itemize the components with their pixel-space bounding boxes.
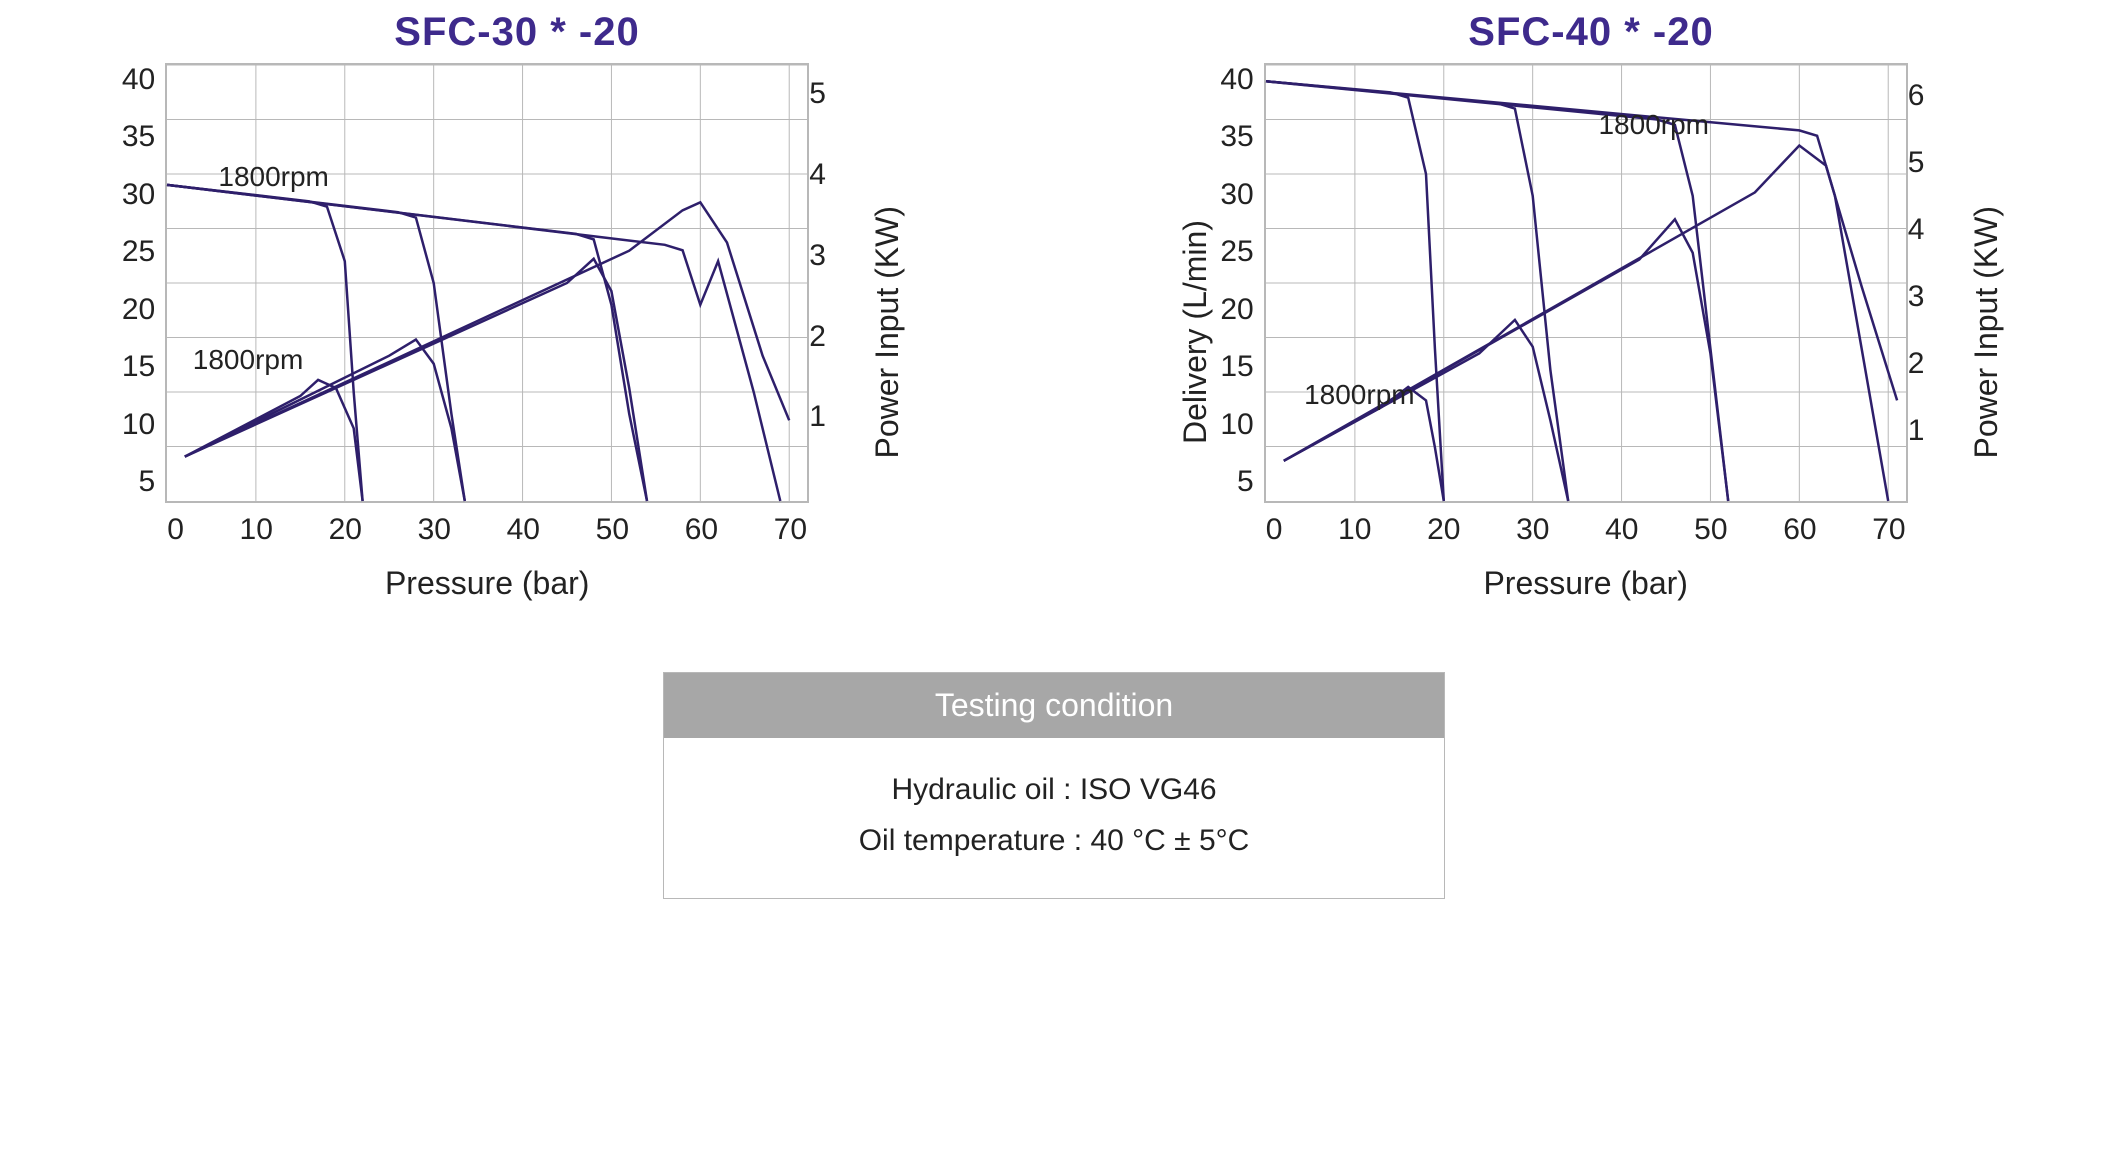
curve xyxy=(167,185,647,501)
y-right-tick: 6 xyxy=(1908,79,1925,113)
x-ticks: 0 10 20 30 40 50 60 70 xyxy=(1266,513,1906,547)
testing-condition-header: Testing condition xyxy=(664,673,1444,738)
x-tick: 40 xyxy=(507,513,540,547)
y-left-tick: 25 xyxy=(1220,235,1253,269)
x-tick: 0 xyxy=(1266,513,1283,547)
x-axis-title: Pressure (bar) xyxy=(385,565,590,602)
y-right-tick: 2 xyxy=(809,320,826,354)
x-tick: 70 xyxy=(774,513,807,547)
curve xyxy=(1266,81,1888,501)
testing-condition-box: Testing condition Hydraulic oil : ISO VG… xyxy=(663,672,1445,899)
y-left-tick: 40 xyxy=(1220,63,1253,97)
x-tick: 20 xyxy=(1427,513,1460,547)
chart-block: SFC-40 * -20Delivery (L/min)403530252015… xyxy=(1114,10,2068,602)
y-right-tick: 1 xyxy=(1908,414,1925,448)
y-left-tick: 20 xyxy=(1220,293,1253,327)
y-left-tick: 30 xyxy=(1220,178,1253,212)
y-left-tick: 40 xyxy=(122,63,155,97)
y-right-tick: 4 xyxy=(809,158,826,192)
y-left-tick: 35 xyxy=(1220,120,1253,154)
chart-title: SFC-30 * -20 xyxy=(394,10,639,55)
curve xyxy=(167,185,780,501)
y-left-tick: 30 xyxy=(122,178,155,212)
plot-area: 1800rpm1800rpm xyxy=(165,63,809,503)
x-tick: 70 xyxy=(1872,513,1905,547)
x-tick: 30 xyxy=(418,513,451,547)
curve xyxy=(167,185,465,501)
x-tick: 60 xyxy=(1783,513,1816,547)
curve xyxy=(1283,219,1727,501)
x-tick: 0 xyxy=(167,513,184,547)
y-left-tick: 5 xyxy=(1237,465,1254,499)
y-left-axis-title: Delivery (L/min) xyxy=(1171,220,1220,444)
x-tick: 40 xyxy=(1605,513,1638,547)
curve xyxy=(1266,81,1568,501)
plot-svg xyxy=(1266,65,1906,501)
x-tick: 50 xyxy=(596,513,629,547)
y-left-tick: 10 xyxy=(122,408,155,442)
curve xyxy=(185,380,363,501)
y-right-axis-title: Power Input (KW) xyxy=(1962,206,2011,459)
curve xyxy=(1283,146,1896,461)
curve xyxy=(1283,320,1567,501)
testing-condition-row: Hydraulic oil : ISO VG46 xyxy=(684,764,1424,815)
testing-condition-body: Hydraulic oil : ISO VG46 Oil temperature… xyxy=(664,738,1444,898)
y-right-tick: 1 xyxy=(809,400,826,434)
chart-block: SFC-30 * -204035302520151051800rpm1800rp… xyxy=(40,10,994,602)
chart-title: SFC-40 * -20 xyxy=(1468,10,1713,55)
charts-row: SFC-30 * -204035302520151051800rpm1800rp… xyxy=(40,10,2068,602)
y-left-tick: 35 xyxy=(122,120,155,154)
x-tick: 10 xyxy=(1338,513,1371,547)
y-left-tick: 10 xyxy=(1220,408,1253,442)
y-right-tick: 5 xyxy=(809,77,826,111)
y-right-tick: 5 xyxy=(1908,146,1925,180)
plot-wrap: 4035302520151051800rpm1800rpm01020304050… xyxy=(122,63,912,602)
curve xyxy=(185,202,789,456)
y-left-ticks: 40 35 30 25 20 15 10 5 xyxy=(122,63,165,499)
y-left-tick: 5 xyxy=(139,465,156,499)
y-left-tick: 25 xyxy=(122,235,155,269)
y-right-tick: 2 xyxy=(1908,347,1925,381)
y-right-axis-title: Power Input (KW) xyxy=(863,206,912,459)
curve xyxy=(167,185,363,501)
curve xyxy=(1266,81,1728,501)
curve xyxy=(185,259,647,501)
y-right-ticks: 6 5 4 3 2 1 xyxy=(1908,63,1962,499)
curve xyxy=(185,340,465,502)
y-right-tick: 3 xyxy=(1908,280,1925,314)
testing-condition-row: Oil temperature : 40 °C ± 5°C xyxy=(684,815,1424,866)
curve xyxy=(1283,387,1443,501)
y-left-tick: 15 xyxy=(1220,350,1253,384)
y-right-tick: 4 xyxy=(1908,213,1925,247)
y-left-tick: 20 xyxy=(122,293,155,327)
x-tick: 10 xyxy=(240,513,273,547)
y-right-tick: 3 xyxy=(809,239,826,273)
x-tick: 20 xyxy=(329,513,362,547)
x-tick: 60 xyxy=(685,513,718,547)
plot-wrap: Delivery (L/min)4035302520151051800rpm18… xyxy=(1171,63,2010,602)
plot-center: 1800rpm1800rpm 0 10 20 30 40 50 60 70 Pressure (b… xyxy=(165,63,809,602)
x-tick: 30 xyxy=(1516,513,1549,547)
plot-center: 1800rpm1800rpm 0 10 20 30 40 50 60 70 Pressure (b… xyxy=(1264,63,1908,602)
plot-svg xyxy=(167,65,807,501)
y-left-tick: 15 xyxy=(122,350,155,384)
x-axis-title: Pressure (bar) xyxy=(1483,565,1688,602)
y-right-ticks: 5 4 3 2 1 xyxy=(809,63,863,499)
plot-area: 1800rpm1800rpm xyxy=(1264,63,1908,503)
y-left-ticks: 40 35 30 25 20 15 10 5 xyxy=(1220,63,1263,499)
x-tick: 50 xyxy=(1694,513,1727,547)
x-ticks: 0 10 20 30 40 50 60 70 xyxy=(167,513,807,547)
page-root: SFC-30 * -204035302520151051800rpm1800rp… xyxy=(0,0,2108,1160)
